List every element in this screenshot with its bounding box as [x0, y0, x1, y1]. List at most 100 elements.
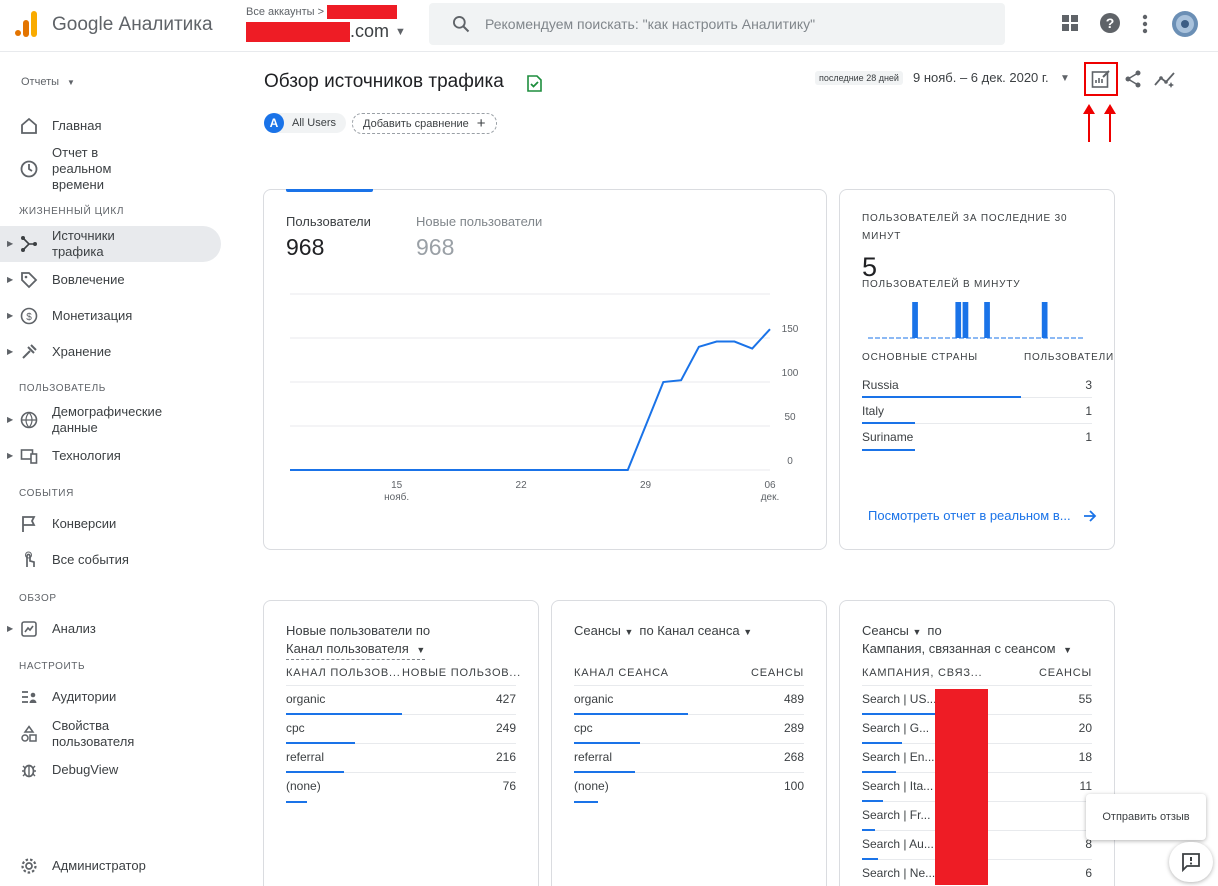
row-label: cpc — [574, 721, 593, 735]
expand-arrow-icon: ▶ — [7, 239, 14, 248]
sidebar-item-conversions[interactable]: Конверсии — [0, 512, 221, 536]
sidebar-item-home[interactable]: Главная — [0, 114, 221, 138]
table-row[interactable]: organic 489 — [574, 686, 804, 715]
expand-arrow-icon: ▶ — [7, 451, 14, 460]
country-row[interactable]: Suriname 1 — [862, 424, 1092, 451]
audience-icon — [22, 691, 37, 703]
caret-down-icon: ▼ — [1063, 645, 1073, 655]
country-row[interactable]: Italy 1 — [862, 398, 1092, 424]
column-header-channel: КАНАЛ СЕАНСА — [574, 667, 669, 679]
country-row[interactable]: Russia 3 — [862, 372, 1092, 398]
sidebar-item-acquisition[interactable]: ▶ Источники трафика — [0, 226, 221, 262]
caret-down-icon: ▼ — [67, 77, 75, 87]
sidebar-item-debugview[interactable]: DebugView — [0, 758, 221, 782]
row-label: Search | US... — [862, 692, 937, 706]
country-name: Suriname — [862, 430, 914, 444]
row-share-bar — [574, 801, 598, 803]
minute-bar[interactable] — [912, 302, 918, 338]
minute-bar[interactable] — [984, 302, 990, 338]
row-label: (none) — [574, 779, 609, 793]
reports-dropdown[interactable]: Отчеты ▼ — [21, 76, 75, 88]
tab-users[interactable]: Пользователи — [286, 214, 371, 229]
sidebar-item-realtime[interactable]: Отчет в реальном времени — [0, 144, 221, 194]
property-selector[interactable]: .com ▼ — [246, 21, 406, 42]
more-vert-icon[interactable] — [1142, 14, 1148, 34]
sidebar-item-demographics[interactable]: ▶ Демографические данные — [0, 402, 221, 438]
row-label: cpc — [286, 721, 305, 735]
sidebar-item-admin[interactable]: Администратор — [0, 854, 221, 878]
sidebar-item-label: Отчет в реальном времени — [52, 145, 112, 192]
row-value: 249 — [495, 721, 516, 735]
caret-down-icon: ▼ — [743, 627, 753, 637]
insights-icon[interactable] — [1154, 70, 1176, 88]
help-icon[interactable]: ? — [1099, 12, 1121, 34]
by-label: по — [927, 623, 942, 638]
tab-new-users[interactable]: Новые пользователи — [416, 214, 543, 229]
table-row[interactable]: Search | Ne... 6 — [862, 860, 1092, 886]
flag-icon — [22, 516, 36, 532]
row-value: 216 — [495, 750, 516, 764]
sidebar-item-audiences[interactable]: Аудитории — [0, 685, 221, 709]
analytics-logo-icon[interactable] — [14, 11, 38, 37]
row-value: 11 — [1079, 779, 1092, 793]
table-row[interactable]: cpc 289 — [574, 715, 804, 744]
dimension-label: Кампания, связанная с сеансом — [862, 641, 1056, 656]
annotation-arrow — [1104, 104, 1116, 142]
card-title: Новые пользователи по — [286, 623, 431, 638]
table-row[interactable]: cpc 249 — [286, 715, 516, 744]
verified-report-icon[interactable] — [527, 75, 542, 92]
sidebar-item-user-properties[interactable]: Свойства пользователя — [0, 716, 221, 752]
add-comparison-button[interactable]: Добавить сравнение + — [352, 113, 497, 134]
property-suffix: .com — [350, 21, 390, 41]
tag-icon — [21, 272, 38, 289]
customize-report-highlight — [1084, 62, 1118, 96]
sidebar-item-engagement[interactable]: ▶ Вовлечение — [0, 268, 221, 292]
sidebar-item-retention[interactable]: ▶ Хранение — [0, 340, 221, 364]
apps-grid-icon[interactable] — [1061, 14, 1079, 32]
search-bar[interactable] — [429, 3, 1005, 45]
country-users: 3 — [1085, 378, 1092, 392]
date-range-preset[interactable]: последние 28 дней — [815, 71, 903, 85]
column-header-sessions: СЕАНСЫ — [750, 667, 804, 679]
expand-arrow-icon: ▶ — [7, 415, 14, 424]
customize-report-icon[interactable] — [1091, 69, 1111, 89]
sidebar-item-technology[interactable]: ▶ Технология — [0, 444, 221, 468]
search-input[interactable] — [485, 13, 985, 35]
header-divider — [574, 685, 804, 686]
x-tick-label: 22 — [516, 480, 528, 491]
chevron-down-icon[interactable]: ▼ — [1060, 73, 1070, 84]
account-breadcrumb[interactable]: Все аккаунты > — [246, 5, 398, 19]
svg-text:$: $ — [26, 312, 32, 323]
avatar[interactable] — [1171, 10, 1199, 38]
header-divider — [286, 685, 516, 686]
table-row[interactable]: referral 268 — [574, 744, 804, 773]
minute-bar[interactable] — [962, 302, 969, 338]
table-row[interactable]: (none) 76 — [286, 773, 516, 803]
dimension-selector[interactable]: по Канал сеанса ▼ — [639, 622, 752, 641]
row-value: 76 — [502, 779, 516, 793]
users-series-line[interactable] — [290, 328, 771, 471]
metric-selector[interactable]: Сеансы ▼ — [574, 622, 633, 641]
minute-bar[interactable] — [955, 302, 962, 338]
sidebar-item-all-events[interactable]: Все события — [0, 548, 221, 572]
minute-bar[interactable] — [1041, 302, 1048, 338]
table-row[interactable]: (none) 100 — [574, 773, 804, 803]
share-icon[interactable] — [1124, 70, 1142, 88]
table-row[interactable]: organic 427 — [286, 686, 516, 715]
annotation-arrow — [1083, 104, 1095, 142]
sidebar-item-analysis[interactable]: ▶ Анализ — [0, 617, 221, 641]
redacted-account — [327, 5, 398, 19]
date-range-picker[interactable]: 9 нояб. – 6 дек. 2020 г. — [913, 70, 1049, 85]
y-tick-label: 150 — [782, 324, 799, 335]
segment-chip[interactable]: A All Users — [264, 113, 347, 133]
sidebar-item-monetization[interactable]: ▶ $ Монетизация — [0, 304, 221, 328]
feedback-button[interactable] — [1169, 842, 1213, 882]
metric-selector[interactable]: Сеансы ▼ — [862, 622, 921, 641]
view-realtime-link[interactable]: Посмотреть отчет в реальном в... — [868, 508, 1097, 523]
dimension-selector[interactable]: Кампания, связанная с сеансом ▼ — [862, 640, 1072, 659]
table-row[interactable]: referral 216 — [286, 744, 516, 773]
dimension-selector[interactable]: Канал пользователя ▼ — [286, 640, 426, 660]
table-row[interactable]: Search | G... 20 — [862, 715, 1092, 744]
row-label: organic — [574, 692, 614, 706]
